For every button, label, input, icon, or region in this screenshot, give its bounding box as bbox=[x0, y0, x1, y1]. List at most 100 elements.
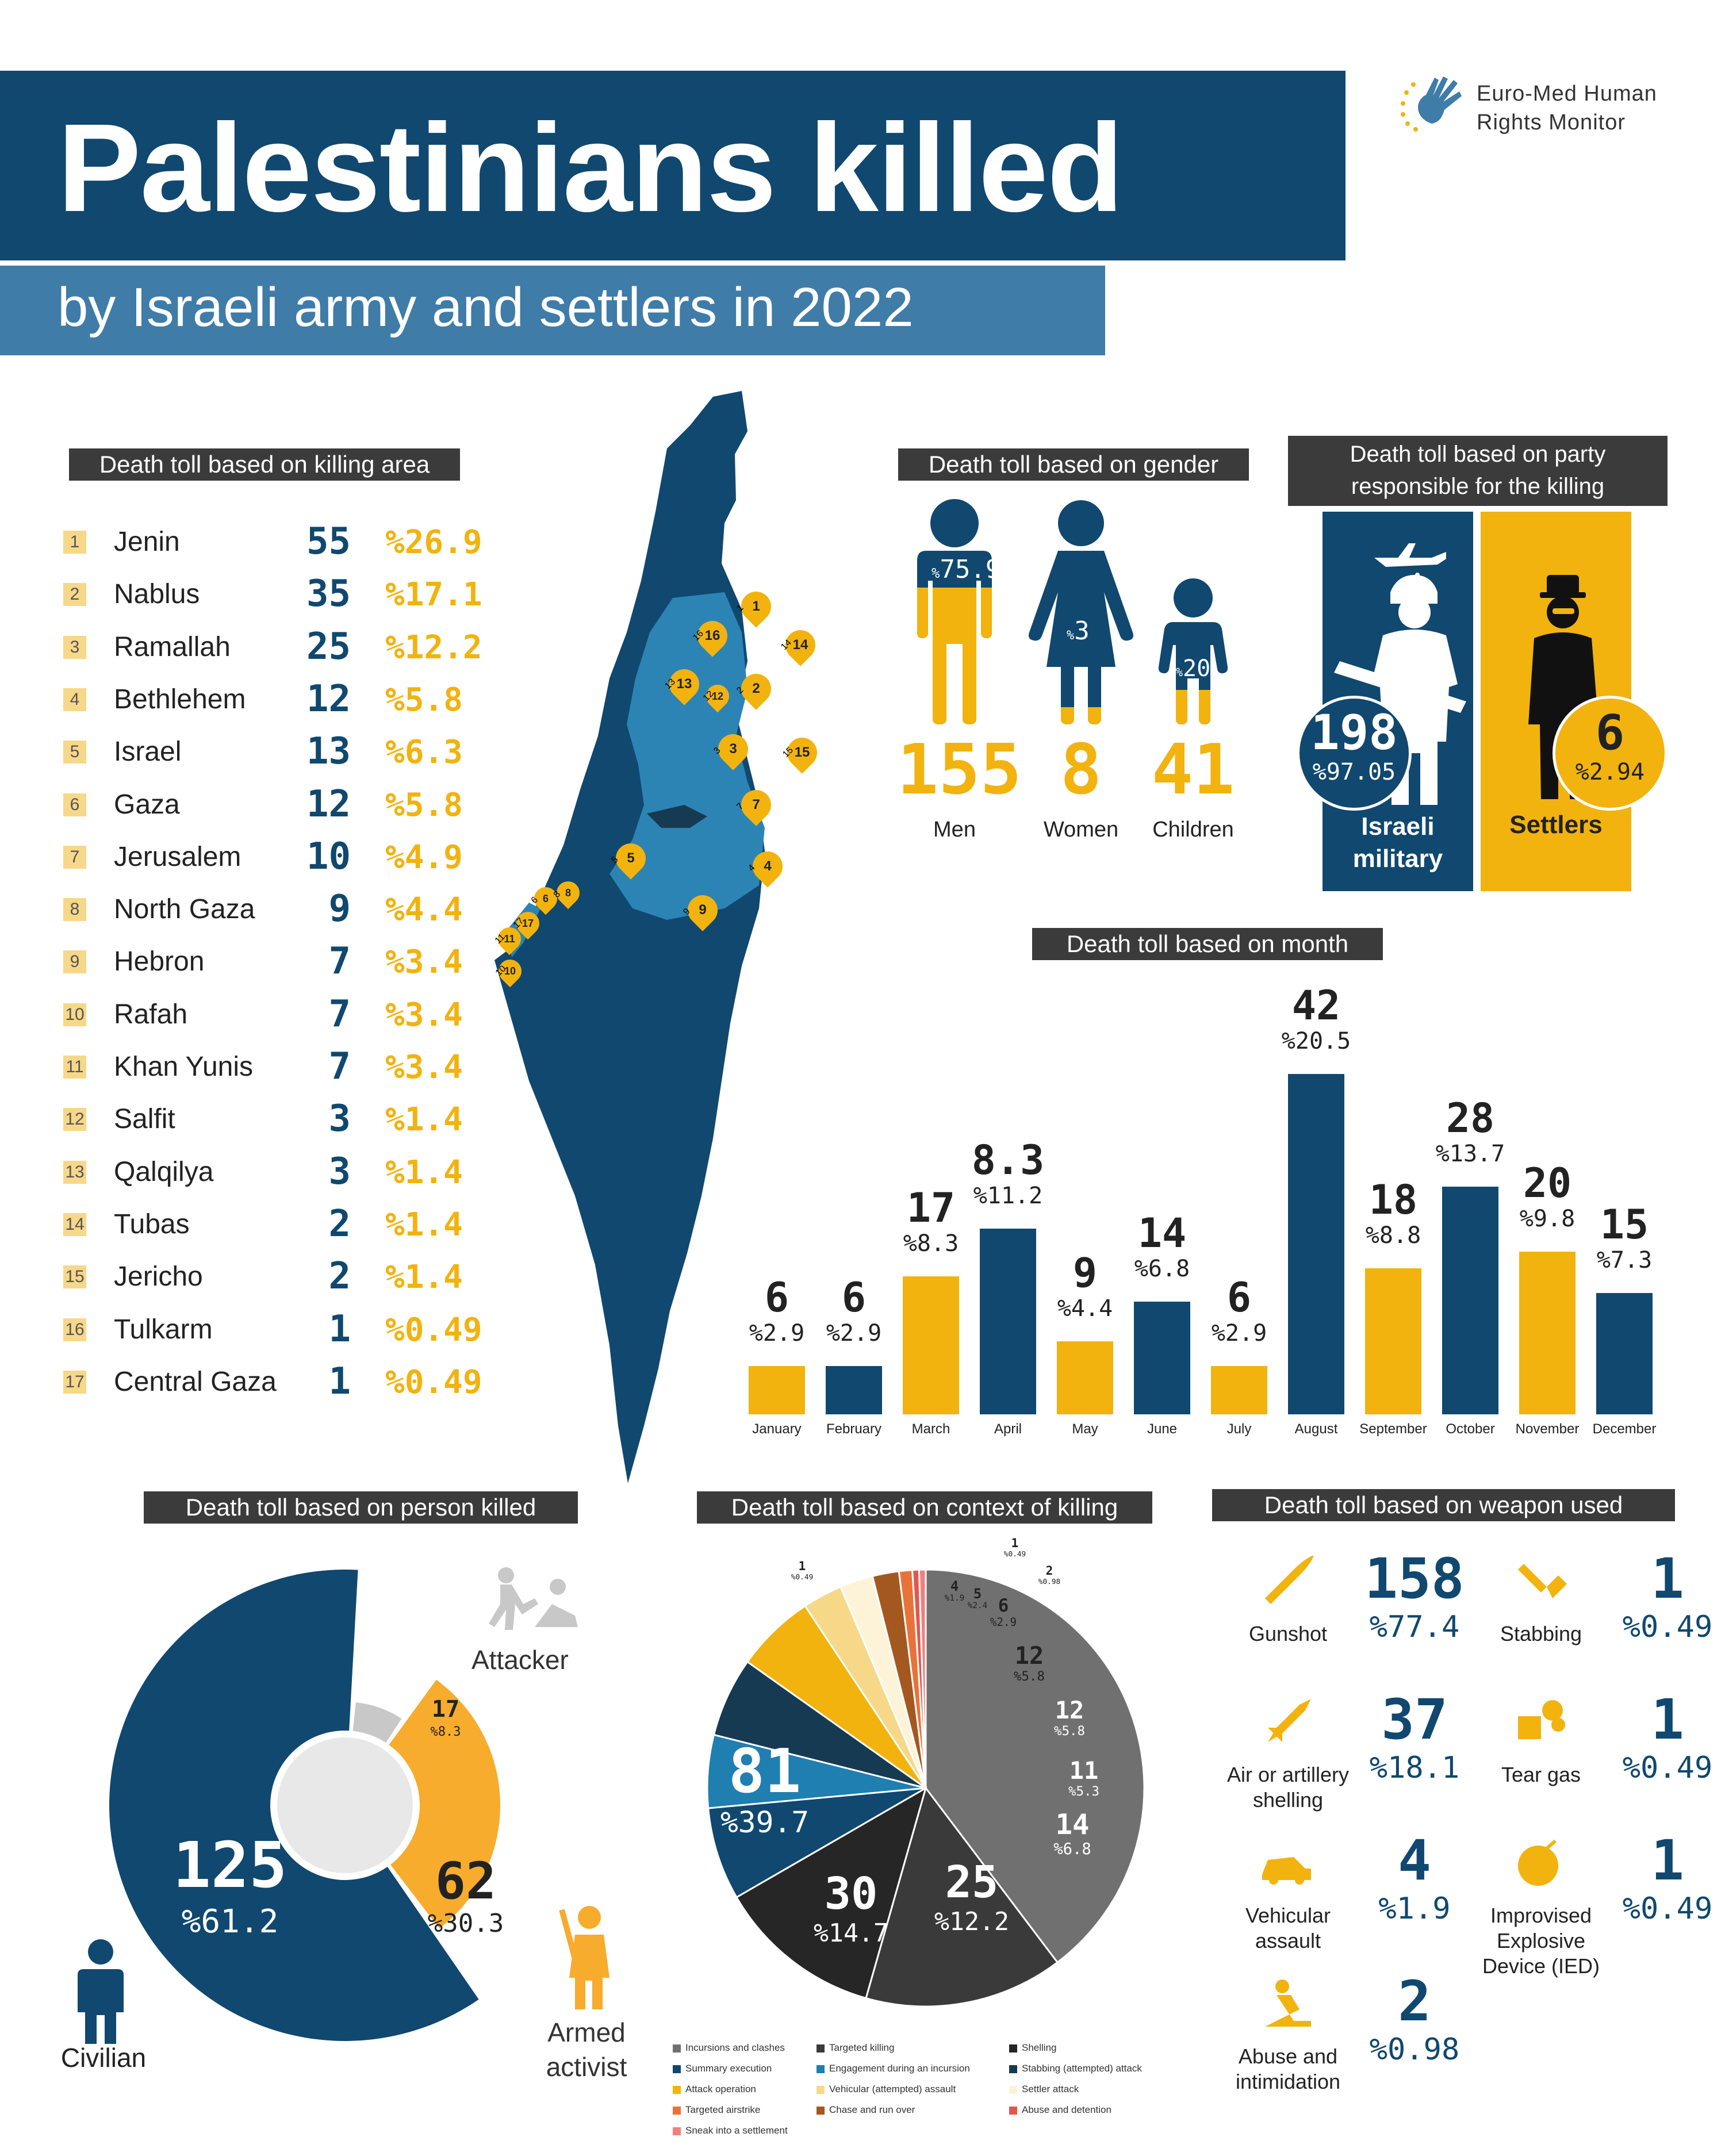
area-pct: %12.2 bbox=[385, 628, 482, 666]
context-count-label: 30 bbox=[824, 1869, 878, 1920]
logo-text: Euro-Med Human Rights Monitor bbox=[1477, 79, 1657, 137]
weapon-label-line: assault bbox=[1255, 1929, 1321, 1952]
context-pct-label: %5.8 bbox=[1014, 1669, 1045, 1684]
logo-line1: Euro-Med Human bbox=[1477, 82, 1657, 106]
area-pct: %1.4 bbox=[385, 1259, 463, 1296]
settlers-circle bbox=[1552, 696, 1667, 811]
party-heading: Death toll based on party responsible fo… bbox=[1288, 436, 1667, 506]
legend-swatch bbox=[673, 2065, 681, 2073]
month-axis-label: August bbox=[1294, 1421, 1338, 1437]
context-pct-label: %1.9 bbox=[944, 1594, 965, 1603]
weapon-label-line: Improvised bbox=[1490, 1904, 1592, 1927]
map-marker-label: 13 bbox=[676, 676, 692, 692]
military-count: 198 bbox=[1310, 704, 1398, 761]
context-count-label: 12 bbox=[1014, 1641, 1044, 1670]
area-name: North Gaza bbox=[114, 894, 255, 925]
month-bar bbox=[1365, 1268, 1421, 1414]
area-rank-badge: 14 bbox=[63, 1213, 86, 1236]
context-count-label: 2 bbox=[1045, 1564, 1053, 1578]
weapon-count: 1 bbox=[1651, 1687, 1684, 1752]
month-axis-label: April bbox=[994, 1421, 1022, 1437]
armed-label-line2: activist bbox=[546, 2052, 627, 2082]
men-pct: %75.9 bbox=[931, 555, 1000, 584]
area-pct: %5.8 bbox=[385, 681, 463, 719]
month-value-label: 6 bbox=[841, 1274, 867, 1322]
area-rank-badge: 17 bbox=[63, 1370, 86, 1394]
area-pct: %3.4 bbox=[385, 996, 463, 1034]
area-count: 3 bbox=[328, 1098, 351, 1141]
legend-swatch bbox=[816, 2106, 825, 2115]
page-title: Palestinians killed bbox=[57, 98, 1124, 238]
month-value-label: 20 bbox=[1523, 1159, 1572, 1207]
month-pct-label: %8.3 bbox=[903, 1230, 959, 1257]
map-marker-label: 12 bbox=[711, 690, 724, 702]
weapon-pct: %18.1 bbox=[1369, 1751, 1460, 1785]
map-marker-label: 6 bbox=[542, 893, 549, 904]
weapon-count: 158 bbox=[1364, 1547, 1465, 1611]
month-axis-label: September bbox=[1359, 1421, 1427, 1437]
weapon-count: 1 bbox=[1651, 1547, 1684, 1611]
map-marker-label: 5 bbox=[627, 850, 635, 866]
area-count: 12 bbox=[306, 782, 351, 826]
context-legend-item: Engagement during an incursion bbox=[816, 2063, 970, 2074]
map-israel-shape bbox=[494, 391, 765, 1483]
military-label: Israeli military bbox=[1322, 811, 1473, 875]
tear-gas-icon bbox=[1512, 1693, 1570, 1751]
legend-swatch bbox=[816, 2085, 825, 2094]
map-west-bank-shape bbox=[610, 592, 765, 920]
weapon-label: Abuse and intimidation bbox=[1213, 2044, 1363, 2094]
donut-center bbox=[277, 1737, 413, 1873]
month-axis-label: July bbox=[1226, 1421, 1252, 1437]
context-count-label: 1 bbox=[1011, 1536, 1019, 1550]
area-rank-badge: 8 bbox=[63, 898, 86, 922]
person-slice-attacker bbox=[352, 1702, 402, 1743]
context-legend-item: Stabbing (attempted) attack bbox=[1009, 2063, 1142, 2074]
children-pct-value: 20 bbox=[1183, 655, 1211, 682]
context-pct-label: %39.7 bbox=[720, 1805, 810, 1840]
weapon-label-line: Vehicular bbox=[1245, 1904, 1331, 1927]
month-axis-label: November bbox=[1515, 1421, 1580, 1437]
area-name: Khan Yunis bbox=[114, 1052, 253, 1082]
area-rank-badge: 6 bbox=[63, 793, 86, 816]
context-legend-item: Vehicular (attempted) assault bbox=[816, 2084, 956, 2095]
area-pct: %4.9 bbox=[385, 838, 463, 876]
men-pct-prefix: % bbox=[931, 565, 940, 581]
legend-label: Targeted killing bbox=[829, 2042, 895, 2053]
area-count: 25 bbox=[306, 625, 351, 668]
area-rank-badge: 11 bbox=[63, 1056, 86, 1079]
person-slice-armed-activist bbox=[389, 1679, 500, 1929]
area-pct: %17.1 bbox=[385, 576, 482, 614]
month-value-label: 42 bbox=[1291, 982, 1341, 1029]
legend-label: Attack operation bbox=[685, 2084, 756, 2094]
woman-icon bbox=[1029, 500, 1133, 724]
weapon-pct: %0.98 bbox=[1369, 2032, 1460, 2067]
weapon-label-line: Device (IED) bbox=[1482, 1954, 1600, 1978]
area-name: Central Gaza bbox=[114, 1366, 277, 1397]
context-count-label: 6 bbox=[998, 1595, 1009, 1616]
weapon-label-line: Gunshot bbox=[1248, 1622, 1328, 1645]
month-pct-label: %20.5 bbox=[1281, 1028, 1351, 1054]
legend-swatch bbox=[1009, 2044, 1017, 2053]
area-count: 3 bbox=[328, 1150, 351, 1193]
armed-activist-icon bbox=[559, 1906, 610, 2009]
civilian-icon bbox=[78, 1939, 124, 2044]
women-pct: %3 bbox=[1067, 616, 1090, 646]
area-name: Ramallah bbox=[114, 631, 231, 662]
area-name: Salfit bbox=[114, 1104, 175, 1135]
context-slice bbox=[735, 1786, 927, 2000]
context-slice bbox=[712, 1660, 926, 1789]
context-pct-label: %0.49 bbox=[1003, 1550, 1026, 1559]
area-rank-badge: 16 bbox=[63, 1318, 86, 1341]
area-count: 2 bbox=[328, 1255, 351, 1298]
month-pct-label: %13.7 bbox=[1435, 1141, 1505, 1168]
weapon-pct: %0.49 bbox=[1622, 1751, 1713, 1785]
month-bar bbox=[1519, 1251, 1575, 1414]
month-bar bbox=[1442, 1187, 1498, 1414]
month-axis-label: January bbox=[752, 1421, 802, 1437]
context-count-label: 1 bbox=[798, 1559, 806, 1573]
context-count-label: 4 bbox=[950, 1578, 959, 1594]
settlers-count: 6 bbox=[1595, 704, 1625, 761]
map-marker-label: 3 bbox=[729, 741, 737, 757]
legend-swatch bbox=[1009, 2085, 1017, 2094]
area-rank-badge: 2 bbox=[63, 583, 86, 607]
